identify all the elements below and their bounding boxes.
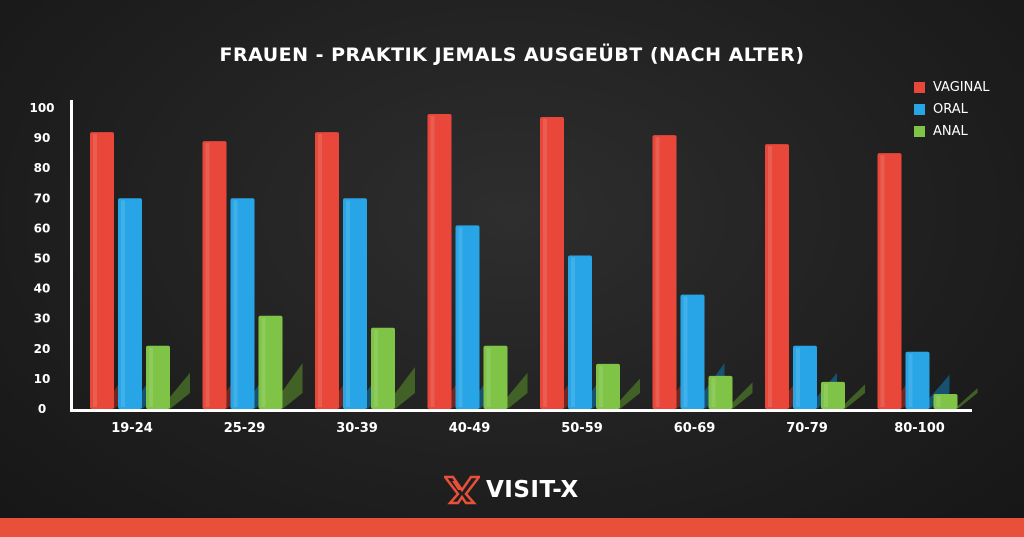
bar-highlight — [936, 395, 941, 407]
y-tick-label: 80 — [34, 161, 51, 175]
legend-item-anal: ANAL — [914, 120, 990, 142]
bar-shadow-anal — [957, 388, 978, 409]
bar-anal-19-24 — [146, 345, 170, 409]
bar-highlight — [93, 134, 97, 407]
bar-vaginal-25-29 — [202, 141, 227, 410]
y-tick-label: 100 — [29, 101, 54, 115]
bar-shadow-anal — [732, 382, 753, 409]
x-tick-label: 60-69 — [674, 421, 716, 436]
x-tick-label: 70-79 — [786, 421, 828, 436]
y-tick-label: 0 — [38, 402, 46, 416]
bar-vaginal-19-24 — [90, 132, 114, 409]
bar-shadow-anal — [620, 378, 640, 409]
bar-vaginal-30-39 — [315, 132, 339, 409]
legend-label-vaginal: VAGINAL — [933, 79, 990, 95]
bar-highlight — [768, 146, 772, 407]
bar-highlight — [543, 119, 547, 407]
chart-legend: VAGINAL ORAL ANAL — [914, 76, 990, 142]
bar-highlight — [908, 353, 913, 407]
bar-shadow-anal — [395, 366, 415, 409]
bar-oral-30-39 — [343, 198, 367, 409]
bar-anal-50-59 — [596, 363, 620, 409]
bar-oral-40-49 — [455, 225, 480, 409]
bar-highlight — [599, 365, 603, 407]
visit-x-logo-icon — [444, 475, 480, 505]
legend-label-oral: ORAL — [933, 101, 968, 117]
bar-highlight — [458, 227, 463, 407]
bar-shadow-anal — [282, 363, 303, 409]
legend-item-oral: ORAL — [914, 98, 990, 120]
bar-highlight — [149, 347, 153, 407]
bar-oral-25-29 — [230, 198, 255, 409]
bar-shadow-anal — [845, 384, 865, 409]
bar-highlight — [683, 296, 688, 407]
x-axis-line — [70, 409, 972, 412]
bar-highlight — [486, 347, 491, 407]
bar-anal-25-29 — [258, 315, 283, 409]
bar-highlight — [374, 329, 378, 407]
legend-swatch-oral — [914, 103, 925, 115]
bar-highlight — [711, 377, 716, 407]
y-tick-label: 60 — [34, 221, 51, 235]
y-tick-label: 10 — [34, 372, 51, 386]
bar-oral-50-59 — [568, 255, 592, 409]
legend-swatch-anal — [914, 125, 925, 137]
y-tick-label: 50 — [34, 252, 51, 266]
bar-oral-60-69 — [680, 294, 705, 409]
y-tick-label: 20 — [34, 342, 51, 356]
bar-highlight — [346, 200, 350, 407]
x-tick-label: 25-29 — [224, 421, 266, 436]
bar-highlight — [261, 317, 266, 407]
bar-oral-70-79 — [793, 345, 817, 409]
x-tick-label: 50-59 — [561, 421, 603, 436]
y-tick-label: 90 — [34, 131, 51, 145]
bar-anal-80-100 — [933, 393, 958, 409]
y-tick-label: 30 — [34, 312, 51, 326]
bar-anal-30-39 — [371, 327, 395, 409]
bar-vaginal-70-79 — [765, 144, 789, 409]
footer-accent-bar — [0, 518, 1024, 537]
bar-highlight — [121, 200, 125, 407]
bar-vaginal-50-59 — [540, 117, 564, 409]
bar-highlight — [233, 200, 238, 407]
bar-highlight — [655, 137, 660, 407]
chart-title: FRAUEN - PRAKTIK JEMALS AUSGEÜBT (NACH A… — [219, 44, 805, 66]
x-tick-label: 19-24 — [111, 421, 153, 436]
legend-label-anal: ANAL — [933, 123, 968, 139]
visit-x-logo: VISIT-X — [444, 475, 579, 505]
bar-oral-80-100 — [905, 351, 930, 409]
bar-anal-70-79 — [821, 381, 845, 409]
y-tick-label: 40 — [34, 282, 51, 296]
bar-shadow-anal — [507, 372, 528, 409]
y-axis-line — [70, 100, 73, 411]
bar-highlight — [205, 143, 210, 408]
bar-highlight — [880, 155, 885, 407]
bar-highlight — [571, 257, 575, 407]
legend-swatch-vaginal — [914, 81, 925, 93]
brand-name: VISIT-X — [486, 477, 579, 503]
bar-vaginal-40-49 — [427, 114, 452, 410]
bar-anal-40-49 — [483, 345, 508, 409]
bar-highlight — [796, 347, 800, 407]
bar-highlight — [824, 383, 828, 407]
bar-oral-19-24 — [118, 198, 142, 409]
x-tick-label: 40-49 — [449, 421, 491, 436]
bar-vaginal-60-69 — [652, 135, 677, 409]
bar-shadow-anal — [170, 372, 190, 409]
bar-anal-60-69 — [708, 375, 733, 409]
bar-highlight — [430, 116, 435, 408]
x-tick-label: 30-39 — [336, 421, 378, 436]
y-tick-label: 70 — [34, 191, 51, 205]
bar-highlight — [318, 134, 322, 407]
bar-vaginal-80-100 — [877, 153, 902, 409]
x-tick-label: 80-100 — [894, 421, 945, 436]
legend-item-vaginal: VAGINAL — [914, 76, 990, 98]
